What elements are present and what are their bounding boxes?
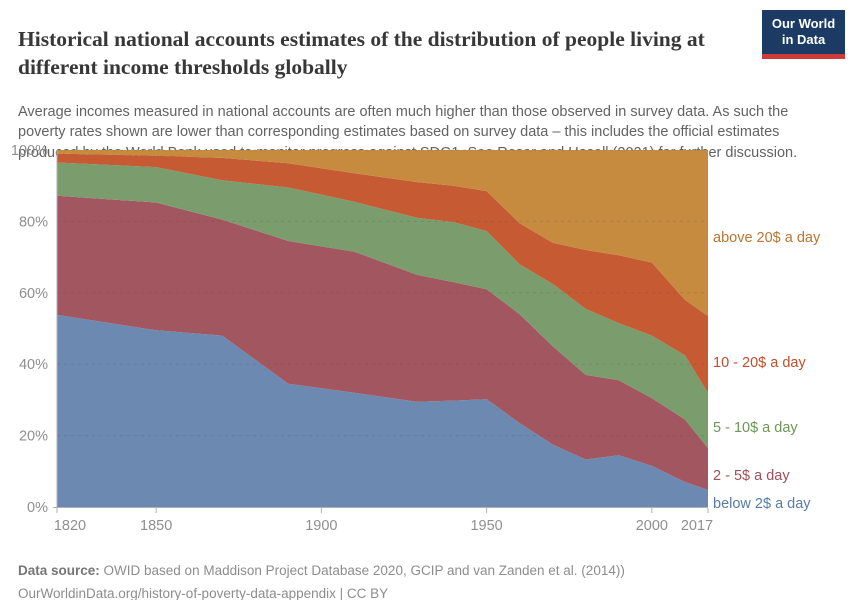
x-tick-label-1820: 1820 xyxy=(54,518,86,534)
x-tick-label-2017: 2017 xyxy=(681,518,713,534)
chart-footer: Data source: OWID based on Maddison Proj… xyxy=(18,559,818,600)
data-source-line: Data source: OWID based on Maddison Proj… xyxy=(18,563,625,578)
chart-canvas: 0% 20% 40% 60% 80% 100% 1820 1850 1900 1950 2000 20… xyxy=(11,143,821,534)
stacked-area-chart: 0% 20% 40% 60% 80% 100% 1820 1850 1900 1950 2000 20… xyxy=(0,140,850,540)
area-5-10-a-day[interactable] xyxy=(57,162,708,449)
data-source-label: Data source: xyxy=(18,562,100,578)
x-tick-label-1850: 1850 xyxy=(140,518,172,534)
page-title: Historical national accounts estimates o… xyxy=(18,27,705,80)
x-tick-label-1950: 1950 xyxy=(470,518,502,534)
area-2-5-a-day[interactable] xyxy=(57,195,708,490)
legend-label-above-20-a-day[interactable]: above 20$ a day xyxy=(713,230,821,246)
legend-label-below-2-a-day[interactable]: below 2$ a day xyxy=(713,496,811,512)
x-tick-label-1900: 1900 xyxy=(305,518,337,534)
owid-logo-line2: in Data xyxy=(781,32,826,48)
y-tick-label-40: 40% xyxy=(19,357,48,373)
area-above-20-a-day[interactable] xyxy=(57,150,708,316)
y-tick-label-20: 20% xyxy=(19,429,48,445)
y-tick-label-80: 80% xyxy=(19,214,48,230)
legend-label-2-5-a-day[interactable]: 2 - 5$ a day xyxy=(713,468,790,484)
data-source-text: OWID based on Maddison Project Database … xyxy=(99,562,625,578)
y-tick-label-0: 0% xyxy=(27,500,48,516)
area-10-20-a-day[interactable] xyxy=(57,153,708,393)
legend-label-10-20-a-day[interactable]: 10 - 20$ a day xyxy=(713,355,806,371)
y-tick-label-100: 100% xyxy=(11,143,48,159)
footer-link-line[interactable]: OurWorldinData.org/history-of-poverty-da… xyxy=(18,586,389,600)
x-tick-label-2000: 2000 xyxy=(636,518,668,534)
owid-logo-line1: Our World xyxy=(771,16,836,31)
owid-logo[interactable]: Our World in Data xyxy=(762,10,845,59)
y-tick-label-60: 60% xyxy=(19,286,48,302)
area-below-2-a-day[interactable] xyxy=(57,314,708,507)
legend-label-5-10-a-day[interactable]: 5 - 10$ a day xyxy=(713,420,798,436)
